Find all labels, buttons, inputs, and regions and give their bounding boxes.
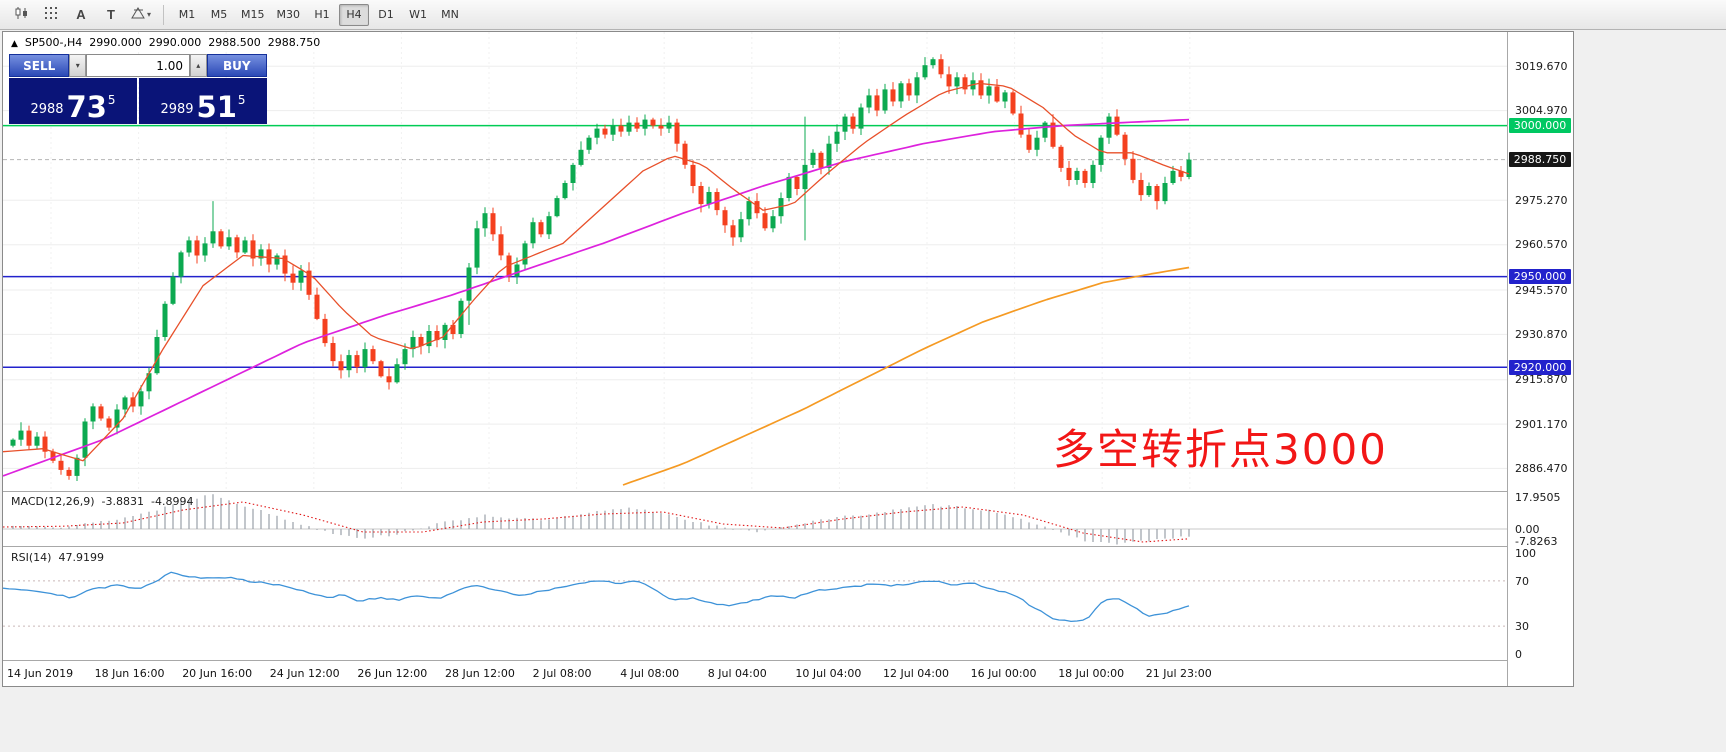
rsi-name: RSI(14) (11, 551, 52, 564)
text-box-icon: T (107, 7, 115, 22)
macd-main-value: -3.8831 (101, 495, 145, 508)
macd-panel-canvas[interactable] (3, 492, 1507, 546)
ohlc-close: 2988.750 (267, 36, 321, 49)
timeframe-h1-button[interactable]: H1 (307, 4, 337, 26)
macd-axis-label: 0.00 (1515, 523, 1540, 536)
level-price-badge: 2950.000 (1509, 269, 1571, 285)
price-axis-label: 2960.570 (1515, 238, 1568, 252)
time-axis-label: 24 Jun 12:00 (269, 667, 340, 680)
sell-button[interactable]: SELL (9, 54, 70, 77)
rsi-panel-canvas[interactable] (3, 547, 1507, 660)
timeframe-mn-button[interactable]: MN (435, 4, 465, 26)
buy-price-display[interactable]: 2989 51 5 (139, 78, 267, 124)
volume-increase-button[interactable]: ▴ (190, 54, 207, 77)
time-axis-label: 28 Jun 12:00 (445, 667, 515, 680)
buy-button[interactable]: BUY (206, 54, 267, 77)
symbol-ohlc-bar: ▲ SP500-,H4 2990.000 2990.000 2988.500 2988.7… (11, 36, 327, 49)
ohlc-high: 2990.000 (148, 36, 202, 49)
grid-icon (44, 6, 58, 23)
price-axis-label: 3004.970 (1515, 104, 1568, 118)
sell-price-point: 5 (107, 93, 116, 107)
sell-price-display[interactable]: 2988 73 5 (9, 78, 137, 124)
rsi-axis-label: 30 (1515, 620, 1529, 634)
macd-axis-label: -7.8263 (1515, 535, 1558, 548)
time-axis-label: 21 Jul 23:00 (1145, 667, 1212, 680)
toolbar-separator (163, 4, 164, 25)
price-axis-label: 2901.170 (1515, 417, 1568, 431)
ohlc-low: 2988.500 (208, 36, 261, 49)
timeframe-m15-button[interactable]: M15 (236, 4, 270, 26)
price-axis-label: 2930.870 (1515, 327, 1568, 341)
chevron-down-icon: ▾ (146, 10, 151, 19)
sell-price-prefix: 2988 (30, 102, 64, 117)
timeframe-w1-button[interactable]: W1 (403, 4, 433, 26)
price-axis-label: 2945.570 (1515, 283, 1568, 297)
macd-axis-label: 17.9505 (1515, 491, 1561, 504)
chart-annotation: 多空转折点3000 (1053, 425, 1388, 474)
tool-shapes-button[interactable]: ▾ (127, 3, 155, 27)
time-axis-label: 16 Jul 00:00 (970, 667, 1037, 680)
time-axis-label: 4 Jul 08:00 (620, 667, 680, 680)
timeframe-m1-button[interactable]: M1 (172, 4, 202, 26)
tool-text-annotation-button[interactable]: A (67, 3, 95, 27)
level-price-badge: 3000.000 (1509, 118, 1571, 134)
text-annotation-icon: A (76, 7, 86, 22)
rsi-value: 47.9199 (58, 551, 104, 564)
timeframe-m30-button[interactable]: M30 (272, 4, 306, 26)
buy-price-point: 5 (237, 93, 246, 107)
price-axis-label: 2975.270 (1515, 193, 1568, 207)
time-axis-label: 10 Jul 04:00 (795, 667, 862, 680)
time-axis-label: 8 Jul 04:00 (707, 667, 767, 680)
shapes-icon (131, 6, 146, 23)
volume-decrease-button[interactable]: ▾ (69, 54, 86, 77)
rsi-axis-label: 70 (1515, 574, 1529, 588)
tool-grid-button[interactable] (37, 3, 65, 27)
rsi-indicator-label: RSI(14) 47.9199 (11, 551, 104, 564)
time-axis-label: 18 Jun 16:00 (94, 667, 165, 680)
ohlc-open: 2990.000 (89, 36, 142, 49)
macd-signal-value: -4.8994 (151, 495, 194, 508)
timeframe-h4-button[interactable]: H4 (339, 3, 369, 26)
buy-price-prefix: 2989 (160, 102, 194, 117)
symbol-name: SP500-,H4 (24, 36, 83, 49)
candlestick-chart-icon (14, 6, 29, 23)
time-axis-label: 26 Jun 12:00 (357, 667, 428, 680)
time-axis-label: 12 Jul 04:00 (883, 667, 949, 680)
panel-separator (3, 546, 1573, 547)
macd-indicator-label: MACD(12,26,9) -3.8831 -4.8994 (11, 495, 193, 508)
timeframe-m5-button[interactable]: M5 (204, 4, 234, 26)
time-axis-label: 18 Jul 00:00 (1058, 667, 1125, 680)
rsi-axis-label: 100 (1515, 547, 1536, 560)
direction-up-icon: ▲ (11, 39, 18, 49)
price-axis-label: 2915.870 (1515, 373, 1568, 387)
panel-separator (3, 491, 1573, 492)
tool-chart-type-button[interactable] (7, 3, 35, 27)
current-price-badge: 2988.750 (1509, 152, 1571, 168)
macd-name: MACD(12,26,9) (11, 495, 95, 508)
chevron-down-icon: ▾ (75, 61, 80, 70)
tool-text-box-button[interactable]: T (97, 3, 125, 27)
toolbar: A T ▾ M1 M5 M15 M30 H1 H4 D1 W1 MN (0, 0, 1726, 30)
panel-separator (3, 660, 1573, 661)
time-axis-label: 14 Jun 2019 (7, 667, 74, 680)
buy-price-pips: 51 (196, 90, 237, 125)
price-axis-label: 3019.670 (1515, 59, 1568, 73)
price-axis: 3019.670 3004.970 2975.270 2960.570 2945.570… (1507, 32, 1573, 686)
chevron-up-icon: ▴ (196, 61, 201, 70)
time-axis: 14 Jun 2019 18 Jun 16:00 20 Jun 16:00 24 Ju… (3, 661, 1507, 686)
level-price-badge: 2920.000 (1509, 359, 1571, 375)
chart-window: 3019.670 3004.970 2975.270 2960.570 2945.570… (2, 31, 1574, 687)
drawing-tools-group: A T ▾ (6, 3, 156, 27)
volume-input[interactable] (86, 54, 190, 77)
price-axis-label: 2886.470 (1515, 461, 1568, 475)
timeframe-group: M1 M5 M15 M30 H1 H4 D1 W1 MN (171, 3, 466, 26)
time-axis-label: 2 Jul 08:00 (532, 667, 592, 680)
timeframe-d1-button[interactable]: D1 (371, 4, 401, 26)
rsi-axis-label: 0 (1515, 648, 1522, 661)
sell-price-pips: 73 (66, 90, 107, 125)
time-axis-label: 20 Jun 16:00 (182, 667, 253, 680)
